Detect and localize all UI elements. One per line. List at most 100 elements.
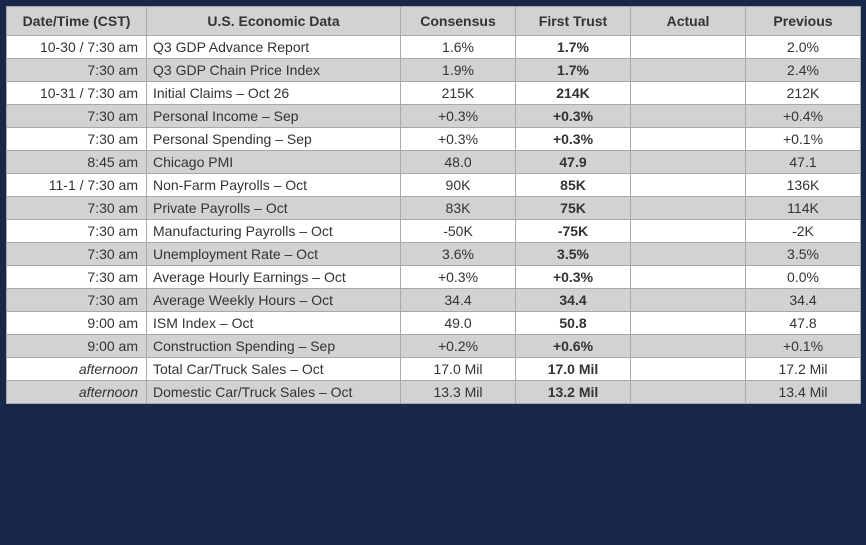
data-cell: Total Car/Truck Sales – Oct (147, 358, 401, 381)
data-cell: Construction Spending – Sep (147, 335, 401, 358)
data-cell: ISM Index – Oct (147, 312, 401, 335)
data-cell: Q3 GDP Chain Price Index (147, 59, 401, 82)
previous-cell: 13.4 Mil (746, 381, 861, 404)
consensus-cell: 17.0 Mil (401, 358, 516, 381)
first-trust-cell: 214K (516, 82, 631, 105)
data-cell: Average Weekly Hours – Oct (147, 289, 401, 312)
previous-cell: +0.4% (746, 105, 861, 128)
date-cell: 7:30 am (7, 105, 147, 128)
date-cell: 10-31 / 7:30 am (7, 82, 147, 105)
data-cell: Chicago PMI (147, 151, 401, 174)
consensus-cell: +0.3% (401, 266, 516, 289)
actual-cell (631, 289, 746, 312)
consensus-cell: 83K (401, 197, 516, 220)
table-row: 8:45 amChicago PMI48.047.9 47.1 (7, 151, 861, 174)
table-header-row: Date/Time (CST) U.S. Economic Data Conse… (7, 7, 861, 36)
previous-cell: 136K (746, 174, 861, 197)
table-row: 9:00 amConstruction Spending – Sep+0.2%+… (7, 335, 861, 358)
actual-cell (631, 105, 746, 128)
consensus-cell: 13.3 Mil (401, 381, 516, 404)
previous-cell: 3.5% (746, 243, 861, 266)
first-trust-cell: 1.7% (516, 36, 631, 59)
previous-cell: +0.1% (746, 335, 861, 358)
date-cell: 7:30 am (7, 243, 147, 266)
table-row: 10-31 / 7:30 amInitial Claims – Oct 26 21… (7, 82, 861, 105)
actual-cell (631, 266, 746, 289)
consensus-cell: 34.4 (401, 289, 516, 312)
data-cell: Manufacturing Payrolls – Oct (147, 220, 401, 243)
previous-cell: 47.8 (746, 312, 861, 335)
consensus-cell: +0.3% (401, 128, 516, 151)
table-row: 7:30 amUnemployment Rate – Oct3.6%3.5%3.… (7, 243, 861, 266)
actual-cell (631, 82, 746, 105)
actual-cell (631, 312, 746, 335)
actual-cell (631, 243, 746, 266)
consensus-cell: 1.9% (401, 59, 516, 82)
header-data: U.S. Economic Data (147, 7, 401, 36)
previous-cell: 114K (746, 197, 861, 220)
table-row: 10-30 / 7:30 amQ3 GDP Advance Report1.6%… (7, 36, 861, 59)
table-row: 7:30 amQ3 GDP Chain Price Index1.9%1.7%2… (7, 59, 861, 82)
data-cell: Average Hourly Earnings – Oct (147, 266, 401, 289)
table-row: 7:30 amPersonal Spending – Sep+0.3%+0.3%… (7, 128, 861, 151)
date-cell: 7:30 am (7, 289, 147, 312)
data-cell: Q3 GDP Advance Report (147, 36, 401, 59)
date-cell: 7:30 am (7, 197, 147, 220)
consensus-cell: -50K (401, 220, 516, 243)
first-trust-cell: +0.3% (516, 105, 631, 128)
first-trust-cell: 34.4 (516, 289, 631, 312)
consensus-cell: 3.6% (401, 243, 516, 266)
consensus-cell: 48.0 (401, 151, 516, 174)
date-cell: 7:30 am (7, 266, 147, 289)
actual-cell (631, 36, 746, 59)
header-actual: Actual (631, 7, 746, 36)
first-trust-cell: 47.9 (516, 151, 631, 174)
first-trust-cell: 85K (516, 174, 631, 197)
previous-cell: 212K (746, 82, 861, 105)
consensus-cell: 49.0 (401, 312, 516, 335)
header-previous: Previous (746, 7, 861, 36)
date-cell: afternoon (7, 381, 147, 404)
previous-cell: +0.1% (746, 128, 861, 151)
header-date: Date/Time (CST) (7, 7, 147, 36)
date-cell: 7:30 am (7, 220, 147, 243)
table-row: 11-1 / 7:30 amNon-Farm Payrolls – Oct90K… (7, 174, 861, 197)
consensus-cell: 90K (401, 174, 516, 197)
actual-cell (631, 358, 746, 381)
first-trust-cell: +0.3% (516, 128, 631, 151)
previous-cell: 2.4% (746, 59, 861, 82)
economic-data-table: Date/Time (CST) U.S. Economic Data Conse… (6, 6, 861, 404)
first-trust-cell: 3.5% (516, 243, 631, 266)
table-container: Date/Time (CST) U.S. Economic Data Conse… (0, 0, 866, 545)
actual-cell (631, 151, 746, 174)
date-cell: 9:00 am (7, 312, 147, 335)
actual-cell (631, 381, 746, 404)
consensus-cell: 1.6% (401, 36, 516, 59)
first-trust-cell: -75K (516, 220, 631, 243)
previous-cell: 34.4 (746, 289, 861, 312)
actual-cell (631, 128, 746, 151)
first-trust-cell: 13.2 Mil (516, 381, 631, 404)
table-row: afternoonDomestic Car/Truck Sales – Oct1… (7, 381, 861, 404)
date-cell: 9:00 am (7, 335, 147, 358)
header-consensus: Consensus (401, 7, 516, 36)
table-row: 7:30 amPrivate Payrolls – Oct83K75K114K (7, 197, 861, 220)
date-cell: 7:30 am (7, 128, 147, 151)
date-cell: afternoon (7, 358, 147, 381)
previous-cell: 17.2 Mil (746, 358, 861, 381)
date-cell: 7:30 am (7, 59, 147, 82)
date-cell: 11-1 / 7:30 am (7, 174, 147, 197)
consensus-cell: +0.3% (401, 105, 516, 128)
date-cell: 8:45 am (7, 151, 147, 174)
header-first-trust: First Trust (516, 7, 631, 36)
actual-cell (631, 174, 746, 197)
data-cell: Non-Farm Payrolls – Oct (147, 174, 401, 197)
first-trust-cell: 75K (516, 197, 631, 220)
table-row: afternoonTotal Car/Truck Sales – Oct17.0… (7, 358, 861, 381)
previous-cell: 2.0% (746, 36, 861, 59)
data-cell: Initial Claims – Oct 26 (147, 82, 401, 105)
data-cell: Personal Income – Sep (147, 105, 401, 128)
table-row: 7:30 amAverage Weekly Hours – Oct34.434.… (7, 289, 861, 312)
previous-cell: 47.1 (746, 151, 861, 174)
table-row: 9:00 amISM Index – Oct49.050.847.8 (7, 312, 861, 335)
